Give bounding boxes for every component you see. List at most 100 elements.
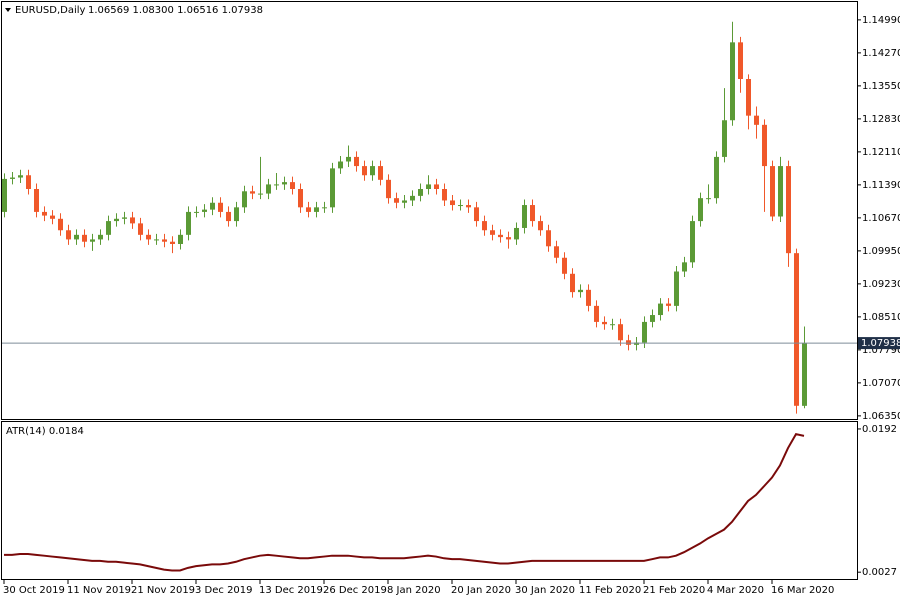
chart-title: EURUSD,Daily	[15, 5, 86, 16]
candle-body	[242, 191, 247, 208]
candle-body	[194, 211, 199, 213]
candle-body	[770, 166, 775, 217]
x-tick-label: 3 Dec 2019	[195, 585, 253, 596]
candle-body	[178, 234, 183, 244]
candle-body	[554, 246, 559, 258]
current-price-label: 1.07938	[861, 338, 900, 349]
candle-body	[762, 124, 767, 167]
candle-body	[90, 239, 95, 242]
candle-body	[666, 303, 671, 306]
candle-body	[82, 234, 87, 242]
candle-body	[322, 207, 327, 209]
candle-body	[626, 340, 631, 345]
atr-panel	[1, 421, 858, 580]
candle-body	[402, 200, 407, 203]
candle-body	[370, 166, 375, 176]
candle-body	[786, 166, 791, 254]
candle-body	[218, 202, 223, 212]
candle-body	[74, 234, 79, 240]
ohlc-label: 1.06569 1.08300 1.06516 1.07938	[88, 5, 263, 16]
candle-body	[794, 253, 799, 406]
candle-body	[58, 218, 63, 231]
y-tick-label: 1.09230	[862, 279, 900, 290]
candle-body	[114, 218, 119, 222]
candle-body	[474, 207, 479, 222]
candle-body	[66, 230, 71, 240]
x-tick-label: 30 Oct 2019	[3, 585, 65, 596]
candle-body	[250, 191, 255, 194]
candle-body	[410, 195, 415, 201]
candle-body	[490, 230, 495, 235]
candle-body	[130, 217, 135, 224]
atr-line	[4, 433, 805, 572]
candle-body	[658, 303, 663, 316]
candle-body	[154, 239, 159, 241]
x-tick-label: 13 Dec 2019	[259, 585, 323, 596]
candle-body	[26, 175, 31, 189]
candle-body	[106, 221, 111, 235]
candle-body	[498, 234, 503, 238]
candle-body	[234, 207, 239, 222]
candle-body	[434, 184, 439, 189]
candle-body	[530, 205, 535, 222]
candle-body	[186, 211, 191, 235]
candle-body	[594, 305, 599, 322]
candle-body	[578, 289, 583, 293]
candle-body	[546, 230, 551, 247]
y-tick-label: 1.12830	[862, 114, 900, 125]
x-tick-label: 26 Dec 2019	[323, 585, 387, 596]
candle-body	[714, 156, 719, 199]
candle-body	[50, 215, 55, 219]
candle-body	[378, 166, 383, 180]
candle-body	[722, 120, 727, 157]
candle-body	[34, 189, 39, 212]
y-tick-label: 1.12110	[862, 147, 900, 158]
candle-body	[562, 257, 567, 274]
candle-body	[698, 198, 703, 222]
candle-body	[210, 202, 215, 210]
candle-body	[386, 179, 391, 199]
y-tick-label: 1.11390	[862, 180, 900, 191]
x-tick-label: 4 Mar 2020	[707, 585, 764, 596]
candle-body	[266, 184, 271, 194]
y-tick-label: 1.06350	[862, 411, 900, 422]
candle-body	[418, 189, 423, 196]
candle-body	[706, 198, 711, 200]
candle-body	[442, 189, 447, 201]
candle-body	[458, 205, 463, 207]
candle-body	[258, 193, 263, 195]
candle-body	[674, 271, 679, 306]
menu-arrow[interactable]	[5, 8, 11, 12]
candle-body	[306, 207, 311, 212]
candle-body	[482, 221, 487, 231]
candle-body	[506, 237, 511, 240]
candle-body	[162, 239, 167, 242]
x-tick-label: 21 Nov 2019	[131, 585, 195, 596]
candle-body	[730, 42, 735, 121]
candle-body	[330, 168, 335, 208]
candle-body	[738, 42, 743, 79]
candle-body	[522, 205, 527, 228]
y-tick-label: 1.14990	[862, 15, 900, 26]
x-tick-label: 11 Nov 2019	[67, 585, 131, 596]
y-tick-label: 1.09950	[862, 246, 900, 257]
atr-title: ATR(14) 0.0184	[6, 426, 84, 437]
y-tick-label: 0.0192	[862, 424, 897, 435]
candle-body	[2, 178, 7, 212]
candle-body	[298, 189, 303, 208]
x-tick-label: 8 Jan 2020	[387, 585, 441, 596]
y-tick-label: 1.14270	[862, 48, 900, 59]
candle-body	[362, 166, 367, 176]
candle-body	[778, 166, 783, 217]
y-tick-label: 1.07070	[862, 378, 900, 389]
candle-body	[346, 156, 351, 162]
candle-body	[226, 211, 231, 222]
y-tick-label: 1.13550	[862, 81, 900, 92]
candle-body	[426, 184, 431, 189]
candle-body	[618, 324, 623, 341]
x-tick-label: 30 Jan 2020	[515, 585, 575, 596]
candle-body	[754, 115, 759, 125]
candle-body	[98, 234, 103, 240]
x-tick-label: 21 Feb 2020	[643, 585, 705, 596]
